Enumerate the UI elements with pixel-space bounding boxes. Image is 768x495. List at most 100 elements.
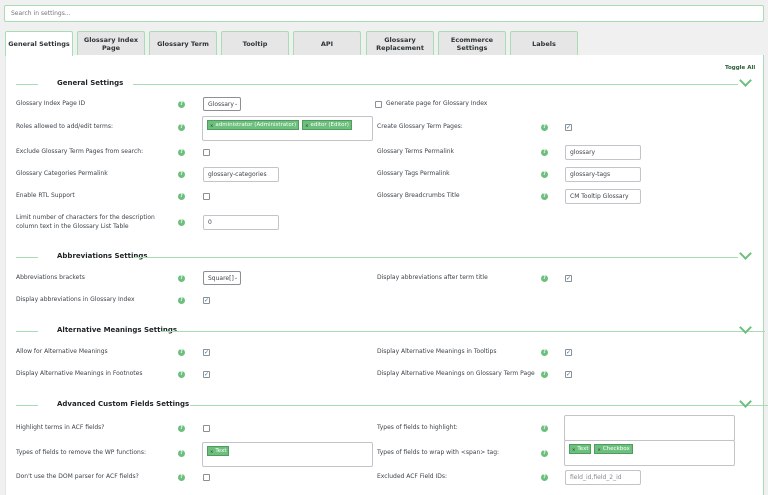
- section-divider: [160, 331, 765, 332]
- selected-tag: × editor (Editor): [302, 120, 352, 130]
- setting-label: Glossary Categories Permalink: [16, 170, 108, 177]
- chevron-down-icon: ⌄: [233, 275, 239, 281]
- question-circle-icon[interactable]: ?: [541, 171, 548, 178]
- checkbox-generate-page[interactable]: [375, 101, 382, 108]
- question-circle-icon[interactable]: ?: [541, 124, 548, 131]
- select-value: Glossary: [208, 100, 234, 108]
- question-circle-icon[interactable]: ?: [178, 275, 185, 282]
- checkbox-create-glossary-term-pages[interactable]: ✓: [565, 124, 572, 131]
- checkbox-don-t-use-the-dom-parser-for-acf-fields[interactable]: [203, 474, 210, 481]
- setting-label: Glossary Breadcrumbs Title: [377, 192, 460, 199]
- close-icon[interactable]: ×: [210, 448, 214, 454]
- question-circle-icon[interactable]: ?: [178, 171, 185, 178]
- question-circle-icon[interactable]: ?: [178, 101, 185, 108]
- close-icon[interactable]: ×: [572, 446, 576, 452]
- setting-label: Abbreviations brackets: [16, 274, 85, 281]
- setting-label: Don't use the DOM parser for ACF fields?: [16, 473, 139, 480]
- question-circle-icon[interactable]: ?: [541, 149, 548, 156]
- tab-tooltip[interactable]: Tooltip: [221, 31, 289, 55]
- setting-label: Create Glossary Term Pages:: [377, 123, 463, 130]
- section-divider: [133, 257, 738, 258]
- setting-label: Glossary Index Page ID: [16, 100, 86, 107]
- setting-label: Exclude Glossary Term Pages from search:: [16, 148, 144, 155]
- question-circle-icon[interactable]: ?: [178, 149, 185, 156]
- setting-label: Types of fields to remove the WP functio…: [16, 449, 146, 456]
- generate-page-label: Generate page for Glossary Index: [386, 100, 488, 107]
- question-circle-icon[interactable]: ?: [541, 371, 548, 378]
- question-circle-icon[interactable]: ?: [541, 474, 548, 481]
- text-input-excluded-acf-field-ids[interactable]: [565, 470, 641, 485]
- text-input-glossary-tags-permalink[interactable]: [565, 167, 641, 182]
- selected-tag: × Text: [569, 444, 592, 454]
- checkbox-exclude-glossary-term-pages-from-search[interactable]: [203, 149, 210, 156]
- setting-label: Roles allowed to add/edit terms:: [16, 123, 114, 130]
- setting-label: Highlight terms in ACF fields?: [16, 424, 105, 431]
- section-title: Alternative Meanings Settings: [57, 326, 178, 334]
- select-glossary-index-page-id[interactable]: Glossary ⌄: [203, 97, 241, 111]
- section-title: Abbreviations Settings: [57, 252, 148, 260]
- section-divider: [16, 405, 38, 406]
- multiselect-types-of-fields-to-wrap-with-span-tag[interactable]: × Text × Checkbox: [564, 440, 735, 466]
- question-circle-icon[interactable]: ?: [178, 297, 185, 304]
- question-circle-icon[interactable]: ?: [178, 450, 185, 457]
- tab-glossary-term[interactable]: Glossary Term: [149, 31, 217, 55]
- checkbox-allow-for-alternative-meanings[interactable]: ✓: [203, 349, 210, 356]
- tab-glossary-replacement[interactable]: Glossary Replacement: [366, 31, 434, 55]
- tag-label: administrator (Administrator): [215, 122, 297, 128]
- text-input-glossary-breadcrumbs-title[interactable]: [565, 189, 641, 204]
- multiselect-types-of-fields-to-highlight[interactable]: [564, 415, 735, 441]
- question-circle-icon[interactable]: ?: [178, 193, 185, 200]
- settings-search-input[interactable]: [4, 5, 764, 22]
- text-input-limit-number-of-characters-for-the-description-column-text-in-the-glossary-list-table[interactable]: [203, 215, 279, 230]
- checkbox-display-alternative-meanings-on-glossary-term-page[interactable]: ✓: [565, 371, 572, 378]
- close-icon[interactable]: ×: [210, 122, 214, 128]
- checkbox-display-alternative-meanings-in-footnotes[interactable]: ✓: [203, 371, 210, 378]
- close-icon[interactable]: ×: [597, 446, 601, 452]
- setting-label: Limit number of characters for the descr…: [16, 214, 155, 230]
- question-circle-icon[interactable]: ?: [178, 425, 185, 432]
- checkbox-display-abbreviations-after-term-title[interactable]: ✓: [565, 275, 572, 282]
- text-input-glossary-terms-permalink[interactable]: [565, 145, 641, 160]
- section-title: Advanced Custom Fields Settings: [57, 400, 190, 408]
- checkbox-highlight-terms-in-acf-fields[interactable]: [203, 425, 210, 432]
- tab-ecommerce-settings[interactable]: Ecommerce Settings: [438, 31, 506, 55]
- section-divider: [133, 84, 738, 85]
- question-circle-icon[interactable]: ?: [178, 219, 185, 226]
- question-circle-icon[interactable]: ?: [178, 124, 185, 131]
- section-divider: [16, 331, 38, 332]
- setting-label: Glossary Tags Permalink: [377, 170, 450, 177]
- setting-label: Display abbreviations after term title: [377, 274, 488, 281]
- setting-label: Display Alternative Meanings in Footnote…: [16, 370, 143, 377]
- tab-glossary-index-page[interactable]: Glossary Index Page: [77, 31, 145, 55]
- question-circle-icon[interactable]: ?: [541, 450, 548, 457]
- tab-api[interactable]: API: [293, 31, 361, 55]
- text-input-glossary-categories-permalink[interactable]: [203, 167, 279, 182]
- chevron-down-icon: ⌄: [233, 101, 239, 107]
- toggle-all-link[interactable]: Toggle All: [725, 65, 756, 71]
- multiselect-types-of-fields-to-remove-the-wp-functions[interactable]: × Text: [202, 442, 373, 467]
- close-icon[interactable]: ×: [305, 122, 309, 128]
- setting-label: Enable RTL Support: [16, 192, 75, 199]
- tag-label: Checkbox: [602, 446, 630, 452]
- select-value: Square[]: [208, 274, 234, 282]
- question-circle-icon[interactable]: ?: [178, 474, 185, 481]
- question-circle-icon[interactable]: ?: [178, 371, 185, 378]
- tab-general-settings[interactable]: General Settings: [5, 31, 73, 56]
- select-abbreviations-brackets[interactable]: Square[] ⌄: [203, 271, 241, 285]
- question-circle-icon[interactable]: ?: [541, 275, 548, 282]
- setting-label: Types of fields to highlight:: [377, 424, 458, 431]
- setting-label: Excluded ACF Field IDs:: [377, 473, 448, 480]
- question-circle-icon[interactable]: ?: [178, 349, 185, 356]
- tab-labels[interactable]: Labels: [510, 31, 578, 55]
- tag-label: Text: [215, 448, 227, 454]
- checkbox-enable-rtl-support[interactable]: [203, 193, 210, 200]
- checkbox-display-abbreviations-in-glossary-index[interactable]: ✓: [203, 297, 210, 304]
- question-circle-icon[interactable]: ?: [541, 425, 548, 432]
- multiselect-roles-allowed-to-add-edit-terms[interactable]: × administrator (Administrator) × editor (E…: [202, 116, 373, 141]
- setting-label: Allow for Alternative Meanings: [16, 348, 108, 355]
- question-circle-icon[interactable]: ?: [541, 349, 548, 356]
- checkbox-display-alternative-meanings-in-tooltips[interactable]: ✓: [565, 349, 572, 356]
- question-circle-icon[interactable]: ?: [541, 193, 548, 200]
- setting-label: Types of fields to wrap with <span> tag:: [377, 449, 500, 456]
- setting-label: Display Alternative Meanings on Glossary…: [377, 370, 535, 377]
